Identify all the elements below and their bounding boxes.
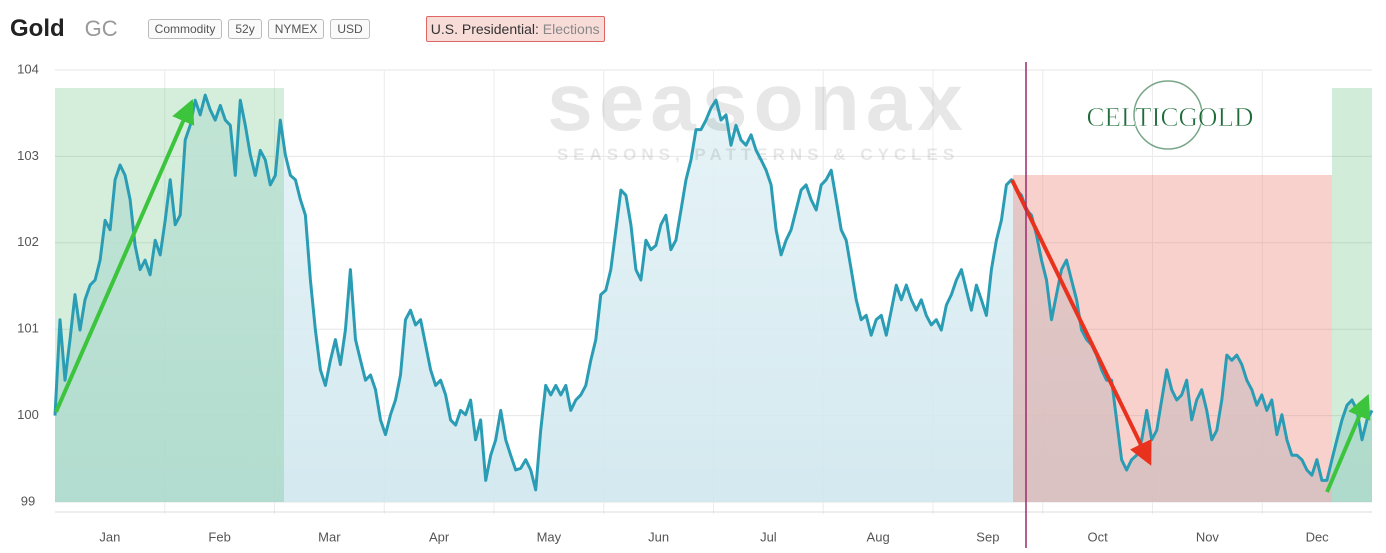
x-tick-label: Jun bbox=[648, 529, 669, 544]
y-tick-label: 100 bbox=[17, 407, 39, 422]
x-tick-label: Apr bbox=[429, 529, 450, 544]
x-tick-label: Mar bbox=[318, 529, 341, 544]
filter-label: U.S. Presidential: bbox=[430, 21, 539, 37]
bearish-zone bbox=[1013, 175, 1332, 502]
tag[interactable]: Commodity bbox=[147, 19, 223, 39]
y-tick-label: 104 bbox=[17, 61, 39, 76]
watermark-tagline: SEASONS, PATTERNS & CYCLES bbox=[557, 145, 959, 164]
chart-title: Gold bbox=[10, 15, 65, 42]
background-layer: 99 100 101 102 103 104 Jan Feb Mar Apr May Jun Jul Au… bbox=[17, 61, 1372, 544]
watermark-brand: seasonax bbox=[547, 57, 969, 148]
area-fill bbox=[55, 95, 1372, 502]
x-tick-label: Oct bbox=[1088, 529, 1109, 544]
x-tick-label: Jan bbox=[99, 529, 120, 544]
x-tick-label: Aug bbox=[867, 529, 890, 544]
tag[interactable]: NYMEX bbox=[267, 19, 325, 39]
logo-text: CELTICGOLD bbox=[1087, 102, 1254, 132]
x-tick-label: Feb bbox=[208, 529, 230, 544]
x-tick-label: Nov bbox=[1196, 529, 1220, 544]
x-tick-label: May bbox=[537, 529, 562, 544]
header: Gold GC Commodity 52y NYMEX USD U.S. Pre… bbox=[10, 14, 605, 44]
trend-arrow bbox=[1325, 393, 1371, 493]
x-tick-label: Dec bbox=[1306, 529, 1330, 544]
filter-chip[interactable]: U.S. Presidential: Elections bbox=[425, 16, 605, 42]
trend-arrow bbox=[54, 99, 195, 413]
x-tick-label: Jul bbox=[760, 529, 777, 544]
price-line bbox=[53, 93, 1374, 492]
tag[interactable]: 52y bbox=[228, 19, 262, 39]
tag[interactable]: USD bbox=[330, 19, 370, 39]
y-tick-label: 101 bbox=[17, 321, 39, 336]
filter-value: Elections bbox=[542, 21, 600, 37]
trend-arrow bbox=[1010, 179, 1152, 466]
y-tick-label: 103 bbox=[17, 148, 39, 163]
foreground-layer bbox=[53, 93, 1374, 492]
logo-knot bbox=[1133, 80, 1203, 150]
y-tick-label: 102 bbox=[17, 234, 39, 249]
ticker: GC bbox=[84, 16, 118, 41]
y-tick-label: 99 bbox=[21, 493, 35, 508]
x-tick-label: Sep bbox=[976, 529, 999, 544]
